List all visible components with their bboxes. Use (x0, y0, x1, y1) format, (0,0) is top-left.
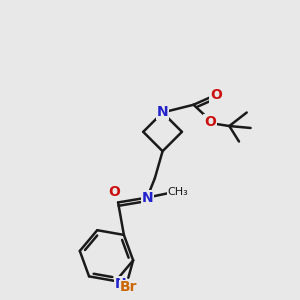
Text: O: O (210, 88, 222, 102)
Text: N: N (157, 106, 168, 119)
Text: N: N (141, 190, 153, 205)
Text: CH₃: CH₃ (168, 187, 188, 197)
Text: N: N (115, 277, 126, 291)
Text: O: O (108, 185, 120, 199)
Text: O: O (204, 115, 216, 129)
Text: Br: Br (120, 280, 137, 294)
